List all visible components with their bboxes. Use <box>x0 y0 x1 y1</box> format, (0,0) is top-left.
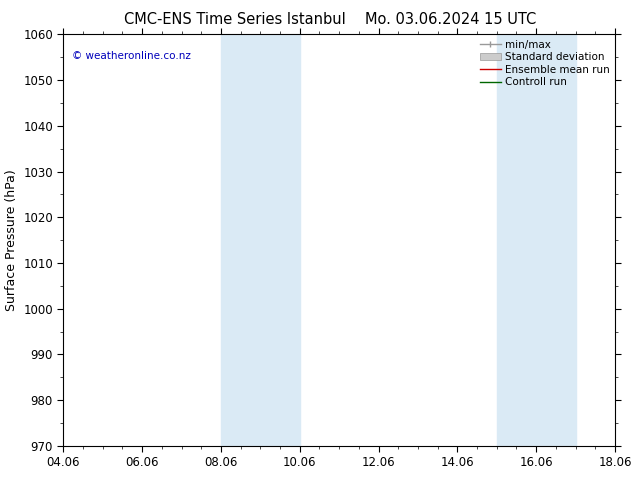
Text: CMC-ENS Time Series Istanbul: CMC-ENS Time Series Istanbul <box>124 12 346 27</box>
Text: Mo. 03.06.2024 15 UTC: Mo. 03.06.2024 15 UTC <box>365 12 536 27</box>
Y-axis label: Surface Pressure (hPa): Surface Pressure (hPa) <box>4 169 18 311</box>
Text: © weatheronline.co.nz: © weatheronline.co.nz <box>72 51 191 61</box>
Legend: min/max, Standard deviation, Ensemble mean run, Controll run: min/max, Standard deviation, Ensemble me… <box>478 37 612 89</box>
Bar <box>221 34 300 446</box>
Bar <box>497 34 576 446</box>
